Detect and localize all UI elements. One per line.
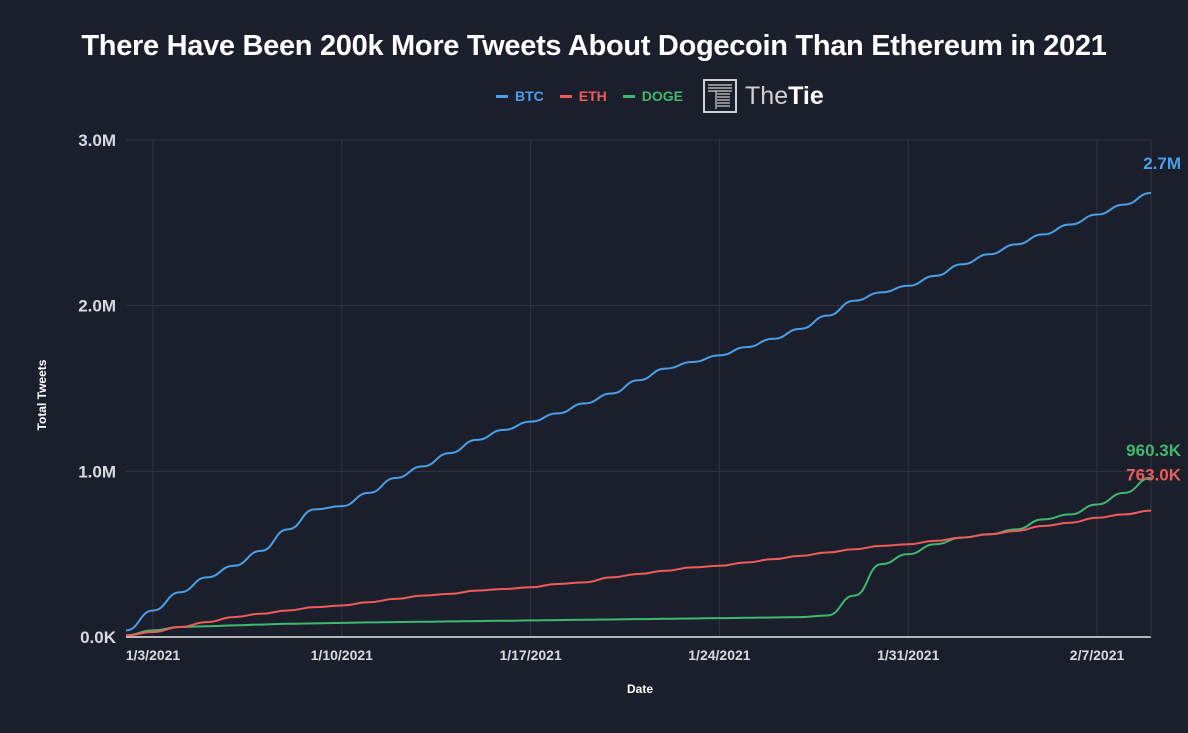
logo-text: The: [745, 81, 789, 110]
y-tick-label: 3.0M: [78, 131, 116, 150]
legend-swatch-icon: [559, 94, 572, 98]
series-line-eth: [125, 509, 1152, 637]
chart-title: There Have Been 200k More Tweets About D…: [81, 30, 1107, 62]
legend-label: DOGE: [641, 88, 684, 104]
end-label-eth: 763.0K: [1126, 466, 1182, 485]
y-tick-label: 2.0M: [78, 297, 116, 316]
x-tick-label: 1/24/2021: [688, 647, 750, 663]
x-axis-title: Date: [627, 682, 653, 696]
legend-item-eth[interactable]: ETH: [559, 88, 607, 104]
legend-swatch-icon: [496, 94, 508, 98]
legend: BTC ETH DOGE TheTie: [496, 76, 824, 116]
end-label-btc: 2.7M: [1143, 154, 1181, 173]
thetie-logo-icon: [703, 79, 738, 113]
end-label-doge: 960.3K: [1126, 441, 1182, 460]
legend-item-btc[interactable]: BTC: [496, 88, 544, 104]
x-tick-label: 2/7/2021: [1070, 647, 1125, 663]
y-tick-label: 1.0M: [78, 462, 116, 481]
x-tick-label: 1/17/2021: [499, 647, 561, 663]
y-tick-label: 0.0K: [80, 628, 117, 647]
logo-text-bold: Tie: [788, 81, 824, 110]
y-axis-title: Total Tweets: [35, 359, 49, 430]
legend-swatch-icon: [622, 94, 635, 98]
x-tick-label: 1/10/2021: [311, 647, 373, 663]
legend-label: ETH: [578, 88, 607, 104]
x-tick-label: 1/3/2021: [126, 647, 181, 663]
legend-item-doge[interactable]: DOGE: [622, 88, 684, 104]
thetie-logo: TheTie: [703, 79, 824, 113]
x-tick-label: 1/31/2021: [877, 647, 939, 663]
series-line-btc: [125, 192, 1152, 632]
legend-label: BTC: [515, 88, 544, 104]
